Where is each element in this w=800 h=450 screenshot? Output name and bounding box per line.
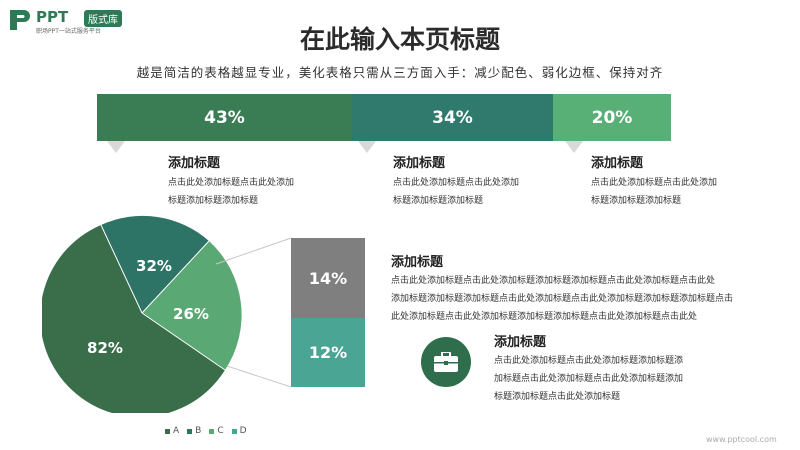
block-2-line-1: 点击此处添加标题点击此处添加 bbox=[393, 178, 520, 188]
right-block-text: 点击此处添加标题点击此处添加标题添加标题添加标题点击此处添加标题点击此处 添加标… bbox=[391, 272, 733, 326]
page-title: 在此输入本页标题 bbox=[299, 25, 500, 54]
logo: PPT 版式库 职场PPT一站式服务平台 bbox=[8, 8, 158, 35]
legend-swatch-d bbox=[231, 428, 237, 434]
legend-label-d: D bbox=[239, 426, 247, 436]
icon-block-title: 添加标题 bbox=[494, 335, 547, 350]
pie-legend: A B C D bbox=[165, 426, 247, 436]
pointer-1 bbox=[107, 141, 125, 153]
legend-item-d: D bbox=[231, 426, 247, 436]
logo-icon bbox=[10, 10, 30, 30]
block-1-line-2: 标题添加标题添加标题 bbox=[168, 196, 259, 206]
block-2-line-2: 标题添加标题添加标题 bbox=[393, 196, 484, 206]
bar-segment-3: 20% bbox=[553, 94, 671, 141]
connector-bottom bbox=[226, 365, 292, 388]
briefcase-icon bbox=[434, 352, 458, 372]
block-1-line-1: 点击此处添加标题点击此处添加 bbox=[168, 178, 295, 188]
block-3-text: 点击此处添加标题点击此处添加 标题添加标题添加标题 bbox=[591, 174, 717, 210]
pie-divider-3 bbox=[141, 312, 226, 371]
legend-label-c: C bbox=[217, 426, 224, 436]
bar-segment-2: 34% bbox=[352, 94, 553, 141]
right-block-line-3: 此处添加标题点击此处添加标题添加标题添加标题点击此处添加标题点击此处 bbox=[391, 312, 698, 322]
stack-segment-1: 14% bbox=[291, 238, 365, 318]
bar-segment-1: 43% bbox=[97, 94, 352, 141]
bar-segment-1-label: 43% bbox=[204, 107, 245, 128]
pie-label-c: 26% bbox=[173, 305, 209, 323]
legend-item-c: C bbox=[209, 426, 224, 436]
briefcase-circle bbox=[421, 337, 471, 387]
pie-divider-1 bbox=[100, 224, 143, 314]
legend-item-a: A bbox=[165, 426, 179, 436]
right-block-line-2: 添加标题添加标题添加标题点击此处添加标题点击此处添加标题添加标题添加标题点击 bbox=[391, 294, 734, 304]
block-3-title: 添加标题 bbox=[591, 156, 644, 171]
legend-swatch-a bbox=[165, 428, 170, 434]
pie-slice-a bbox=[42, 225, 225, 413]
icon-block-line-3: 标题添加标题点击此处添加标题 bbox=[494, 392, 621, 402]
watermark: www.pptcool.com bbox=[706, 435, 777, 444]
block-1-title: 添加标题 bbox=[168, 156, 221, 171]
legend-label-a: A bbox=[173, 426, 180, 436]
right-block-line-1: 点击此处添加标题点击此处添加标题添加标题添加标题点击此处添加标题点击此处 bbox=[391, 276, 716, 286]
legend-item-b: B bbox=[187, 426, 201, 436]
logo-badge: 版式库 bbox=[84, 10, 122, 27]
legend-swatch-b bbox=[187, 428, 193, 434]
stack-segment-2: 12% bbox=[291, 318, 365, 387]
right-block-title: 添加标题 bbox=[391, 255, 444, 270]
pie-slice-b bbox=[101, 215, 209, 313]
block-1-text: 点击此处添加标题点击此处添加 标题添加标题添加标题 bbox=[168, 174, 294, 210]
bar-segment-3-label: 20% bbox=[591, 107, 633, 128]
block-3-line-2: 标题添加标题添加标题 bbox=[591, 196, 682, 206]
pie-slice-c bbox=[142, 241, 242, 370]
block-3-line-1: 点击此处添加标题点击此处添加 bbox=[591, 178, 718, 188]
icon-block-text: 点击此处添加标题点击此处添加标题添加标题添 加标题点击此处添加标题点击此处添加标… bbox=[494, 352, 683, 406]
stack-segment-2-label: 12% bbox=[308, 343, 348, 362]
page-subtitle: 越是简洁的表格越显专业，美化表格只需从三方面入手：减少配色、弱化边框、保持对齐 bbox=[136, 65, 664, 80]
logo-text: PPT bbox=[36, 8, 69, 26]
legend-label-b: B bbox=[195, 426, 202, 436]
pointer-3 bbox=[565, 141, 583, 153]
logo-subtitle: 职场PPT一站式服务平台 bbox=[36, 28, 101, 35]
block-2-text: 点击此处添加标题点击此处添加 标题添加标题添加标题 bbox=[393, 174, 519, 210]
legend-swatch-c bbox=[209, 428, 215, 434]
icon-block-line-1: 点击此处添加标题点击此处添加标题添加标题添 bbox=[494, 356, 684, 366]
pointer-2 bbox=[358, 141, 376, 153]
block-2-title: 添加标题 bbox=[393, 156, 446, 171]
pie-label-b: 32% bbox=[136, 257, 172, 275]
bar-segment-2-label: 34% bbox=[432, 107, 473, 128]
icon-block-line-2: 加标题点击此处添加标题点击此处添加标题添加 bbox=[494, 374, 684, 384]
pie-chart: 82% 32% 26% bbox=[42, 215, 242, 413]
connector-top bbox=[215, 237, 292, 265]
pie-label-a: 82% bbox=[87, 339, 123, 357]
pie-divider-2 bbox=[141, 240, 210, 314]
stack-segment-1-label: 14% bbox=[308, 268, 348, 288]
